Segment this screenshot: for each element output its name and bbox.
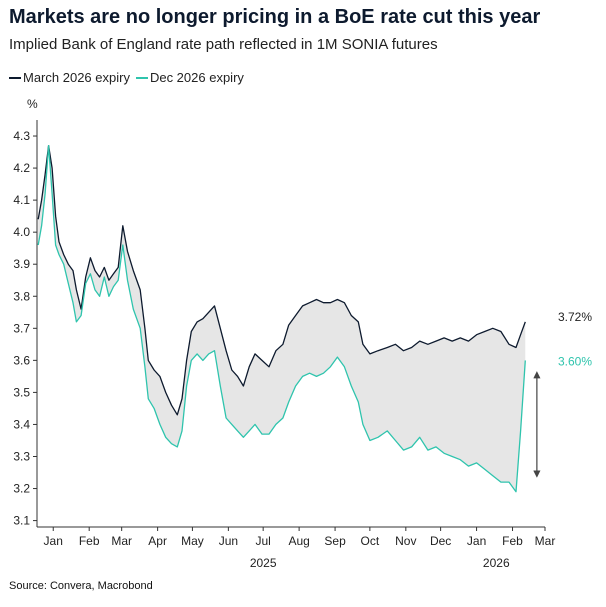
x-year-label: 2026 — [483, 556, 510, 570]
y-tick-label: 3.1 — [13, 514, 30, 528]
y-axis-label: % — [27, 97, 38, 111]
chart-subtitle: Implied Bank of England rate path reflec… — [9, 36, 438, 53]
x-tick-label: Jul — [255, 534, 270, 548]
x-tick-label: Mar — [111, 534, 132, 548]
legend-label-march-2026: March 2026 expiry — [23, 70, 130, 85]
x-year-label: 2025 — [250, 556, 277, 570]
legend-swatch-dec-2026 — [135, 76, 148, 79]
y-tick-label: 4.3 — [13, 129, 30, 143]
x-tick-label: Jan — [44, 534, 63, 548]
y-tick-label: 3.9 — [13, 257, 30, 271]
series-gap-area — [38, 145, 526, 492]
x-tick-label: Aug — [288, 534, 309, 548]
legend-label-dec-2026: Dec 2026 expiry — [149, 70, 244, 85]
legend-item-march-2026: March 2026 expiry — [9, 70, 130, 85]
x-tick-label: Dec — [430, 534, 451, 548]
x-tick-label: Feb — [502, 534, 523, 548]
x-tick-label: Nov — [395, 534, 416, 548]
x-tick-label: Apr — [148, 534, 167, 548]
x-tick-label: Jan — [467, 534, 486, 548]
x-tick-label: Oct — [361, 534, 380, 548]
y-tick-label: 3.6 — [13, 353, 30, 367]
y-tick-label: 3.8 — [13, 289, 30, 303]
series-end-label-1: 3.60% — [558, 354, 592, 368]
series-end-label-0: 3.72% — [558, 310, 592, 324]
x-tick-label: Sep — [324, 534, 346, 548]
series-gap-fill — [38, 145, 526, 492]
series-lines — [37, 144, 526, 493]
x-tick-label: May — [181, 534, 204, 548]
y-tick-label: 3.5 — [13, 385, 30, 399]
chart-labels: 3.72% 3.60% — [558, 310, 592, 368]
chart-source: Source: Convera, Macrobond — [9, 580, 153, 592]
x-tick-label: Mar — [535, 534, 556, 548]
y-tick-label: 3.3 — [13, 449, 30, 463]
y-tick-label: 3.2 — [13, 482, 30, 496]
x-tick-label: Jun — [219, 534, 238, 548]
series-line-0 — [37, 144, 526, 416]
legend-swatch-march-2026 — [9, 76, 21, 79]
chart-axes: 3.1 3.2 3.3 3.4 3.5 3.6 3.7 3.8 3.9 4.0 4.1 4.2 4.3%… — [13, 97, 555, 570]
y-tick-label: 4.1 — [13, 193, 30, 207]
y-tick-label: 3.4 — [13, 417, 30, 431]
legend-item-dec-2026: Dec 2026 expiry — [135, 70, 244, 85]
x-tick-label: Feb — [79, 534, 100, 548]
chart-title: Markets are no longer pricing in a BoE r… — [9, 6, 541, 28]
y-tick-label: 4.0 — [13, 225, 30, 239]
chart-legend: March 2026 expiry Dec 2026 expiry — [9, 70, 244, 85]
y-tick-label: 4.2 — [13, 161, 30, 175]
y-tick-label: 3.7 — [13, 321, 30, 335]
series-line-1 — [37, 144, 526, 493]
